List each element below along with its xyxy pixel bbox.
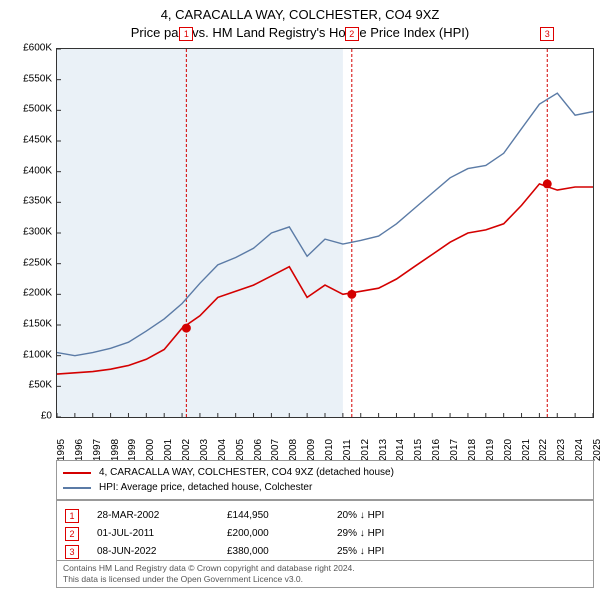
sale-row-badge: 3 bbox=[65, 545, 79, 559]
x-tick-label: 2019 bbox=[485, 439, 496, 461]
legend-label: 4, CARACALLA WAY, COLCHESTER, CO4 9XZ (d… bbox=[99, 465, 394, 480]
x-tick-label: 2017 bbox=[449, 439, 460, 461]
sale-marker-dot bbox=[543, 179, 552, 188]
sale-vs-hpi: 29% ↓ HPI bbox=[337, 525, 384, 543]
sale-row: 2 01-JUL-2011£200,00029% ↓ HPI bbox=[65, 525, 585, 543]
sale-date: 28-MAR-2002 bbox=[97, 507, 227, 525]
legend-row: 4, CARACALLA WAY, COLCHESTER, CO4 9XZ (d… bbox=[63, 465, 587, 480]
shaded-band bbox=[57, 49, 343, 417]
legend-label: HPI: Average price, detached house, Colc… bbox=[99, 480, 312, 495]
sale-marker-badge: 3 bbox=[540, 27, 554, 41]
sale-marker-badge: 1 bbox=[179, 27, 193, 41]
x-tick-label: 2013 bbox=[378, 439, 389, 461]
sale-price: £380,000 bbox=[227, 543, 337, 561]
legend-swatch bbox=[63, 472, 91, 474]
x-tick-label: 2010 bbox=[324, 439, 335, 461]
x-tick-label: 1995 bbox=[56, 439, 67, 461]
x-tick-label: 2000 bbox=[145, 439, 156, 461]
y-axis-labels: £0£50K£100K£150K£200K£250K£300K£350K£400… bbox=[0, 48, 54, 418]
x-tick-label: 1998 bbox=[110, 439, 121, 461]
x-tick-label: 2007 bbox=[270, 439, 281, 461]
y-tick-label: £350K bbox=[23, 196, 52, 207]
sale-row-badge: 1 bbox=[65, 509, 79, 523]
chart-plot-area: 123 bbox=[56, 48, 594, 418]
x-tick-label: 2020 bbox=[503, 439, 514, 461]
title-line-1: 4, CARACALLA WAY, COLCHESTER, CO4 9XZ bbox=[0, 6, 600, 24]
legend: 4, CARACALLA WAY, COLCHESTER, CO4 9XZ (d… bbox=[56, 460, 594, 500]
x-tick-label: 2004 bbox=[217, 439, 228, 461]
chart-container: 4, CARACALLA WAY, COLCHESTER, CO4 9XZ Pr… bbox=[0, 0, 600, 590]
sale-row-badge: 2 bbox=[65, 527, 79, 541]
y-tick-label: £0 bbox=[41, 411, 52, 422]
x-tick-label: 2018 bbox=[467, 439, 478, 461]
sale-row: 3 08-JUN-2022£380,00025% ↓ HPI bbox=[65, 543, 585, 561]
y-tick-label: £150K bbox=[23, 319, 52, 330]
sale-vs-hpi: 25% ↓ HPI bbox=[337, 543, 384, 561]
x-tick-label: 2014 bbox=[395, 439, 406, 461]
x-tick-label: 2024 bbox=[574, 439, 585, 461]
sale-marker-badge: 2 bbox=[345, 27, 359, 41]
x-tick-label: 2011 bbox=[342, 439, 353, 461]
x-tick-label: 2008 bbox=[288, 439, 299, 461]
sales-table: 1 28-MAR-2002£144,95020% ↓ HPI 2 01-JUL-201… bbox=[56, 500, 594, 568]
legend-swatch bbox=[63, 487, 91, 489]
sale-row: 1 28-MAR-2002£144,95020% ↓ HPI bbox=[65, 507, 585, 525]
sale-price: £200,000 bbox=[227, 525, 337, 543]
sale-vs-hpi: 20% ↓ HPI bbox=[337, 507, 384, 525]
footer-line-1: Contains HM Land Registry data © Crown c… bbox=[63, 563, 587, 574]
x-tick-label: 2015 bbox=[413, 439, 424, 461]
y-tick-label: £600K bbox=[23, 43, 52, 54]
x-tick-label: 2021 bbox=[521, 439, 532, 461]
title-block: 4, CARACALLA WAY, COLCHESTER, CO4 9XZ Pr… bbox=[0, 0, 600, 41]
y-tick-label: £550K bbox=[23, 73, 52, 84]
x-tick-label: 1996 bbox=[74, 439, 85, 461]
y-tick-label: £50K bbox=[29, 380, 52, 391]
y-tick-label: £200K bbox=[23, 288, 52, 299]
x-tick-label: 2023 bbox=[556, 439, 567, 461]
y-tick-label: £450K bbox=[23, 135, 52, 146]
x-tick-label: 1999 bbox=[127, 439, 138, 461]
x-axis-labels: 1995 1996 1997 1998 1999 2000 2001 2002 2003 2004… bbox=[56, 418, 594, 458]
x-tick-label: 2006 bbox=[253, 439, 264, 461]
footer: Contains HM Land Registry data © Crown c… bbox=[56, 560, 594, 588]
title-line-2: Price paid vs. HM Land Registry's House … bbox=[0, 24, 600, 42]
sale-marker-dot bbox=[347, 290, 356, 299]
sale-date: 08-JUN-2022 bbox=[97, 543, 227, 561]
x-tick-label: 2016 bbox=[431, 439, 442, 461]
x-tick-label: 1997 bbox=[92, 439, 103, 461]
y-tick-label: £400K bbox=[23, 165, 52, 176]
x-tick-label: 2025 bbox=[592, 439, 600, 461]
y-tick-label: £500K bbox=[23, 104, 52, 115]
x-tick-label: 2009 bbox=[306, 439, 317, 461]
x-tick-label: 2022 bbox=[538, 439, 549, 461]
footer-line-2: This data is licensed under the Open Gov… bbox=[63, 574, 587, 585]
x-tick-label: 2003 bbox=[199, 439, 210, 461]
sale-marker-dot bbox=[182, 324, 191, 333]
legend-row: HPI: Average price, detached house, Colc… bbox=[63, 480, 587, 495]
x-tick-label: 2012 bbox=[360, 439, 371, 461]
x-tick-label: 2001 bbox=[163, 439, 174, 461]
y-tick-label: £250K bbox=[23, 257, 52, 268]
x-tick-label: 2005 bbox=[235, 439, 246, 461]
sale-price: £144,950 bbox=[227, 507, 337, 525]
y-tick-label: £300K bbox=[23, 227, 52, 238]
chart-svg bbox=[57, 49, 593, 417]
x-tick-label: 2002 bbox=[181, 439, 192, 461]
y-tick-label: £100K bbox=[23, 349, 52, 360]
sale-date: 01-JUL-2011 bbox=[97, 525, 227, 543]
